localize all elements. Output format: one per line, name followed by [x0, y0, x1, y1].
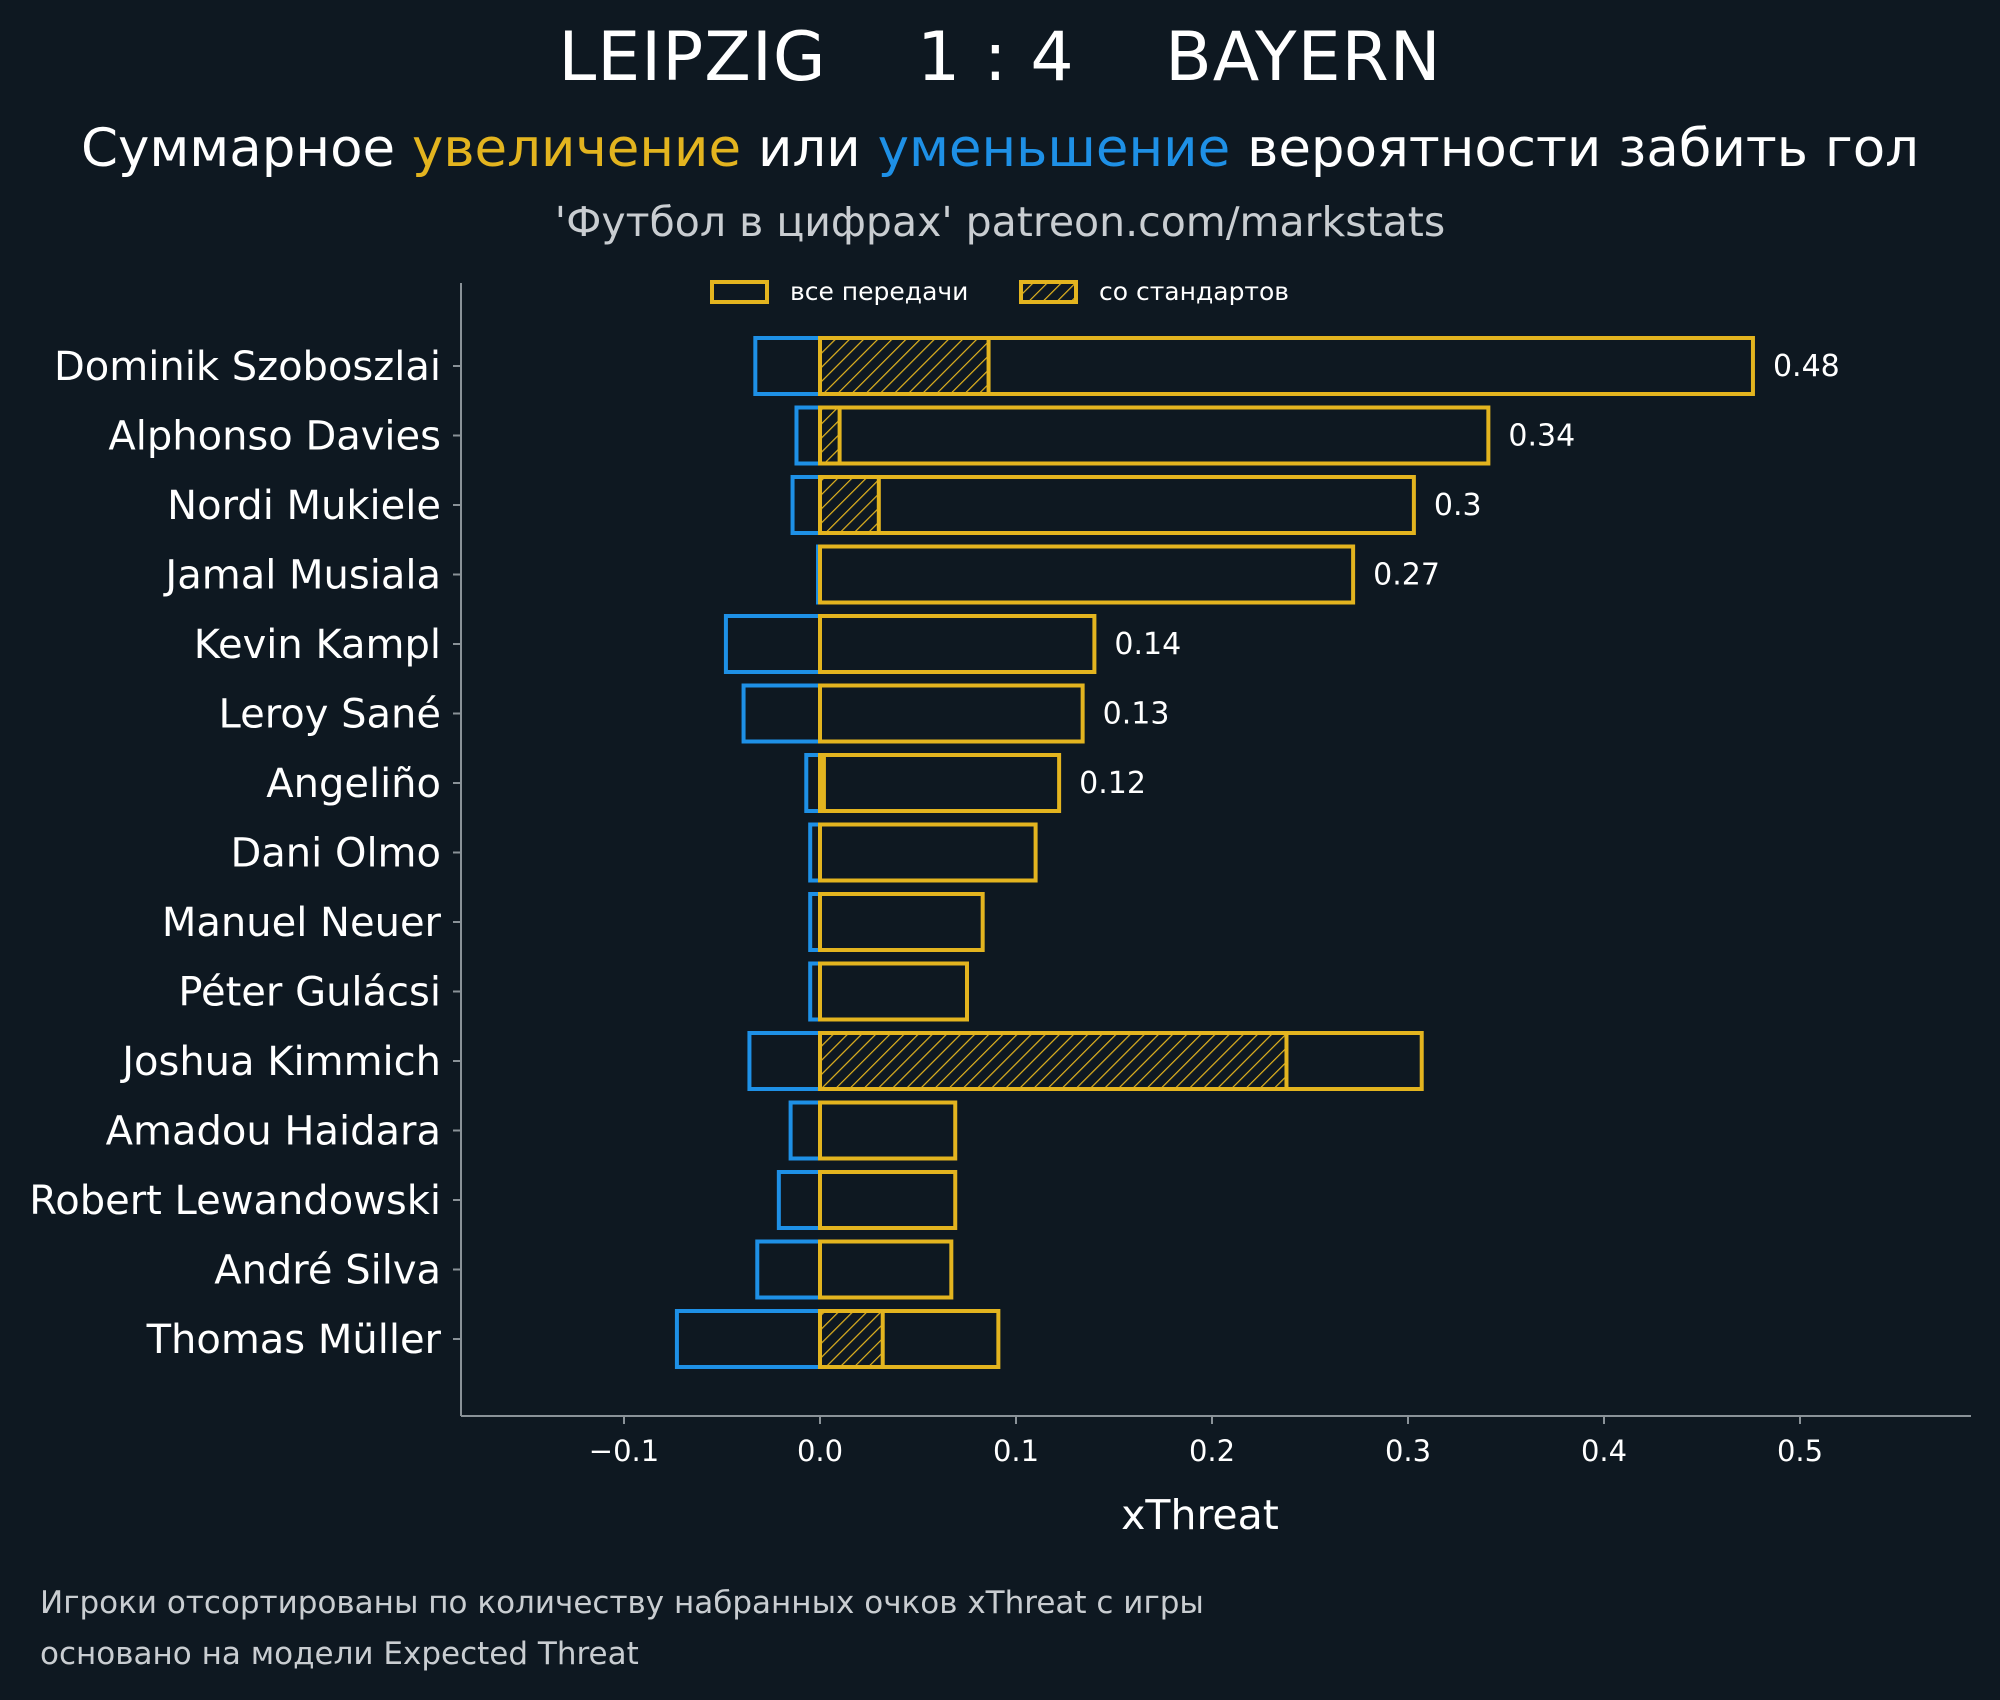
player-label: Thomas Müller — [146, 1317, 442, 1363]
bar-increase — [818, 683, 1085, 744]
subtitle-decrease-word: уменьшение — [877, 118, 1231, 179]
bar-set-pieces — [818, 1031, 1289, 1091]
bar-decrease — [741, 683, 822, 744]
bar-decrease — [804, 753, 823, 813]
bar-set-pieces — [818, 405, 842, 466]
credit-line: 'Футбол в цифрах' patreon.com/markstats — [554, 198, 1446, 246]
bars — [674, 336, 1755, 1369]
value-label: 0.48 — [1773, 349, 1840, 384]
bar-increase — [818, 405, 1491, 466]
x-tick-label: 0.2 — [1189, 1434, 1235, 1468]
chart-title: LEIPZIG 1 : 4 BAYERN — [558, 18, 1442, 97]
axes — [460, 283, 1971, 1417]
player-label: Kevin Kampl — [194, 622, 441, 668]
x-tick-label: 0.3 — [1385, 1434, 1431, 1468]
player-label: Robert Lewandowski — [29, 1178, 441, 1224]
x-tick-label: 0.5 — [1777, 1434, 1823, 1468]
legend-swatch-all-passes — [710, 280, 769, 304]
subtitle-part-5: вероятности забить гол — [1230, 118, 1920, 179]
footnote-model: основано на модели Expected Threat — [40, 1636, 639, 1672]
bar-increase — [818, 1170, 958, 1230]
bar-increase — [818, 822, 1038, 883]
player-label: Amadou Haidara — [106, 1109, 441, 1155]
bar-decrease — [755, 1239, 823, 1300]
value-label: 0.34 — [1508, 419, 1575, 454]
bar-decrease — [674, 1309, 822, 1369]
value-label: 0.12 — [1079, 766, 1146, 801]
player-label: Dani Olmo — [230, 831, 441, 877]
subtitle-part-3: или — [741, 118, 878, 179]
bar-decrease — [723, 614, 822, 674]
x-tick-label: 0.4 — [1581, 1434, 1627, 1468]
bar-increase — [818, 1239, 954, 1300]
player-label: Alphonso Davies — [108, 414, 441, 460]
value-label: 0.3 — [1434, 488, 1482, 523]
bar-increase — [818, 614, 1097, 674]
footnote-sorting: Игроки отсортированы по количеству набра… — [40, 1585, 1204, 1621]
bar-increase — [818, 1309, 1001, 1369]
bar-increase — [818, 475, 1416, 535]
chart-subtitle: Суммарное увеличение или уменьшение веро… — [0, 118, 2000, 179]
bar-increase — [818, 1031, 1424, 1091]
bar-increase — [818, 336, 1755, 396]
x-axis-label: xThreat — [1121, 1491, 1279, 1539]
player-label: Angeliño — [266, 761, 441, 807]
player-label: Joshua Kimmich — [119, 1039, 441, 1085]
bar-set-pieces — [818, 475, 881, 535]
value-label: 0.14 — [1114, 627, 1181, 662]
player-label: Leroy Sané — [219, 692, 441, 738]
x-tick-label: 0.1 — [993, 1434, 1039, 1468]
value-label: 0.13 — [1103, 697, 1170, 732]
legend-label-set-pieces: со стандартов — [1099, 277, 1289, 306]
legend-swatch-set-pieces — [1019, 280, 1078, 304]
player-label: Dominik Szoboszlai — [54, 344, 441, 390]
player-label: Jamal Musiala — [162, 553, 441, 599]
bar-decrease — [790, 475, 822, 535]
bar-increase — [818, 1100, 958, 1161]
x-tick-label: 0.0 — [797, 1434, 843, 1468]
player-label: Péter Gulácsi — [178, 970, 441, 1016]
bar-decrease — [788, 1100, 822, 1161]
bar-increase — [818, 753, 1062, 813]
subtitle-increase-word: увеличение — [411, 118, 742, 179]
x-ticks: −0.1 0.0 0.1 0.2 0.3 0.4 0.5 — [589, 1416, 1823, 1468]
bar-set-pieces — [818, 1309, 885, 1369]
bar-decrease — [776, 1170, 823, 1230]
player-label: Manuel Neuer — [162, 900, 442, 946]
bar-decrease — [794, 405, 822, 466]
legend: все передачи со стандартов — [710, 277, 1289, 306]
x-tick-label: −0.1 — [589, 1434, 659, 1468]
legend-label-all-passes: все передачи — [790, 277, 968, 306]
bar-decrease — [753, 336, 823, 396]
value-label: 0.27 — [1373, 558, 1440, 593]
subtitle-part-1: Суммарное — [80, 118, 412, 179]
value-labels: 0.48 0.34 0.3 0.27 0.14 0.13 0.12 — [1079, 349, 1840, 801]
bar-set-pieces — [818, 336, 991, 396]
player-label: André Silva — [214, 1248, 441, 1294]
bar-increase — [818, 544, 1356, 605]
player-label: Nordi Mukiele — [167, 483, 441, 529]
bar-increase — [818, 961, 969, 1022]
bar-decrease — [747, 1031, 822, 1091]
bar-increase — [818, 892, 985, 952]
y-tick-labels: Dominik Szoboszlai Alphonso Davies Nordi M… — [29, 344, 461, 1363]
